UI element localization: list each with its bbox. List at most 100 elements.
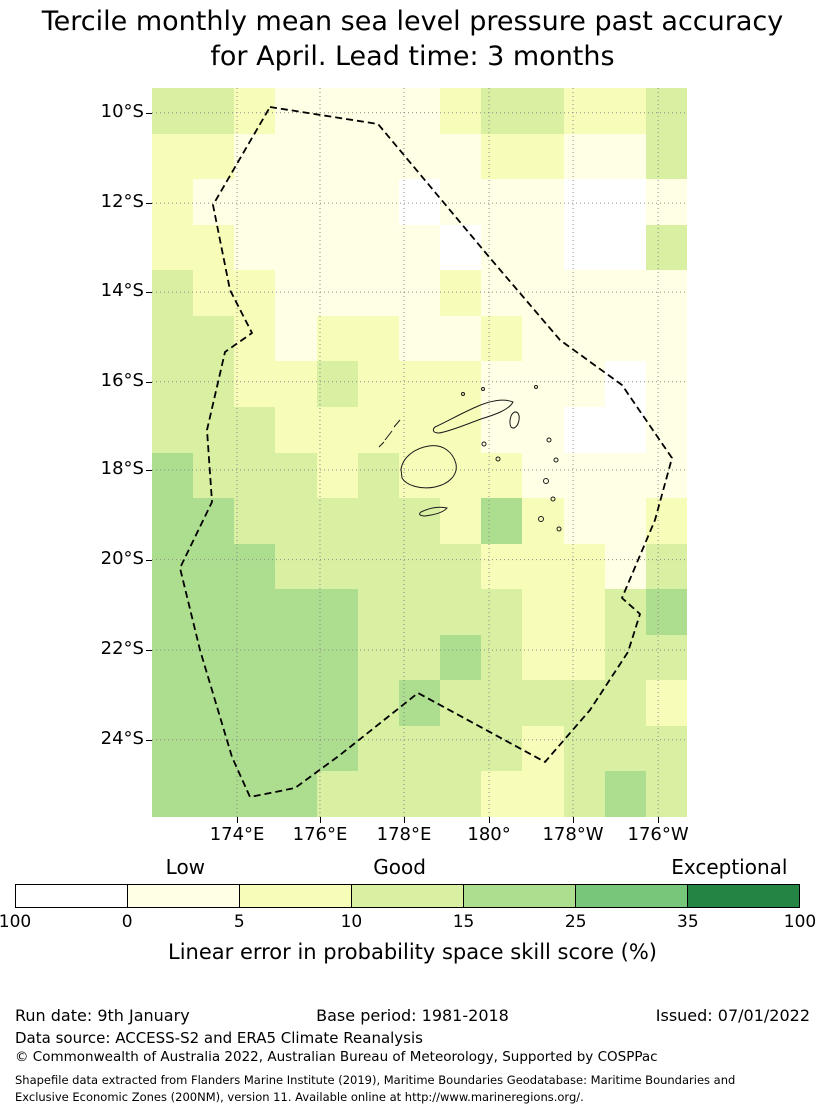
heatmap-cell xyxy=(152,88,194,134)
heatmap-cell xyxy=(440,543,482,590)
heatmap-cell xyxy=(234,270,276,316)
heatmap-cell xyxy=(645,224,687,271)
heatmap-cell xyxy=(563,406,605,453)
heatmap-cell xyxy=(193,680,235,726)
colorbar-tick-labels: 100 0 5 10 15 25 35 100 xyxy=(0,912,816,932)
lat-tick-mark xyxy=(146,469,152,471)
heatmap-cell xyxy=(275,406,317,453)
heatmap-cell xyxy=(234,589,276,635)
colorbar-tick-value: 0 xyxy=(121,912,133,932)
heatmap-cell xyxy=(152,634,194,681)
colorbar-label-good: Good xyxy=(373,855,426,879)
heatmap-cell xyxy=(522,88,564,134)
lon-tick-label: 174°E xyxy=(209,824,265,845)
heatmap-cell xyxy=(645,88,687,134)
heatmap-cell xyxy=(275,179,317,225)
islet xyxy=(534,385,538,389)
heatmap-cell xyxy=(604,133,646,180)
heatmap-cell xyxy=(152,406,194,453)
heatmap-cell xyxy=(440,498,482,544)
heatmap-cell xyxy=(481,680,523,726)
heatmap-cell xyxy=(152,133,194,180)
heatmap-cell xyxy=(440,634,482,681)
heatmap-cell xyxy=(234,725,276,772)
heatmap-cell xyxy=(275,452,317,499)
map-gridlines xyxy=(152,88,687,817)
heatmap-cell xyxy=(481,133,523,180)
heatmap-cell xyxy=(234,361,276,407)
issued-date-text: Issued: 07/01/2022 xyxy=(655,1006,810,1025)
colorbar-tick-value: 5 xyxy=(233,912,245,932)
islet xyxy=(538,516,544,522)
heatmap-cell xyxy=(357,88,399,134)
heatmap-cell xyxy=(316,361,358,407)
heatmap-cell xyxy=(481,179,523,225)
heatmap-cell xyxy=(440,589,482,635)
islet xyxy=(543,478,549,484)
heatmap-cell xyxy=(645,680,687,726)
latitude-axis: 10°S 12°S 14°S 16°S 18°S 20°S 22°S 24°S xyxy=(0,88,144,817)
heatmap-cell xyxy=(440,88,482,134)
heatmap-cell xyxy=(275,270,317,316)
island-taveuni xyxy=(509,411,520,429)
lat-tick-mark xyxy=(146,112,152,114)
heatmap-cell xyxy=(481,452,523,499)
heatmap-cell xyxy=(152,725,194,772)
heatmap-grid xyxy=(152,88,687,817)
heatmap-cell xyxy=(152,498,194,544)
heatmap-cell xyxy=(481,634,523,681)
heatmap-cell xyxy=(316,224,358,271)
map-overlay xyxy=(152,88,687,817)
copyright-text: © Commonwealth of Australia 2022, Austra… xyxy=(15,1049,658,1065)
heatmap-cell xyxy=(316,88,358,134)
heatmap-cell xyxy=(522,315,564,362)
heatmap-cell xyxy=(563,589,605,635)
heatmap-cell xyxy=(234,224,276,271)
heatmap-cell xyxy=(563,452,605,499)
heatmap-cell xyxy=(645,179,687,225)
heatmap-cell xyxy=(398,725,441,772)
heatmap-cell xyxy=(645,634,687,681)
heatmap-cell xyxy=(193,315,235,362)
heatmap-cell xyxy=(193,88,235,134)
heatmap-cell xyxy=(440,315,482,362)
heatmap-cell xyxy=(604,179,646,225)
lat-tick-label: 20°S xyxy=(100,547,144,569)
lon-tick-label: 180° xyxy=(467,824,511,845)
heatmap-cell xyxy=(357,270,399,316)
heatmap-cell xyxy=(604,543,646,590)
heatmap-cell xyxy=(440,224,482,271)
heatmap-cell xyxy=(398,88,441,134)
heatmap-cell xyxy=(645,361,687,407)
heatmap-cell xyxy=(563,179,605,225)
heatmap-cell xyxy=(563,680,605,726)
heatmap-cell xyxy=(316,725,358,772)
heatmap-cell xyxy=(152,680,194,726)
heatmap-cell xyxy=(234,680,276,726)
islet xyxy=(481,387,485,391)
colorbar-tick-value: 100 xyxy=(783,912,817,932)
heatmap-cell xyxy=(398,179,441,225)
heatmap-cell xyxy=(152,361,194,407)
heatmap-cell xyxy=(563,88,605,134)
heatmap-cell xyxy=(604,725,646,772)
heatmap-cell xyxy=(481,361,523,407)
heatmap-cell xyxy=(563,224,605,271)
heatmap-cell xyxy=(522,680,564,726)
heatmap-cell xyxy=(440,179,482,225)
lat-tick-label: 14°S xyxy=(100,280,144,302)
heatmap-cell xyxy=(645,589,687,635)
islet xyxy=(495,456,501,462)
heatmap-cell xyxy=(193,361,235,407)
heatmap-cell xyxy=(357,133,399,180)
heatmap-cell xyxy=(357,543,399,590)
heatmap-cell xyxy=(275,315,317,362)
heatmap-cell xyxy=(398,452,441,499)
heatmap-cell xyxy=(398,224,441,271)
heatmap-cell xyxy=(645,315,687,362)
heatmap-cell xyxy=(357,315,399,362)
heatmap-cell xyxy=(152,543,194,590)
lat-tick-label: 18°S xyxy=(100,457,144,479)
heatmap-cell xyxy=(234,634,276,681)
heatmap-cell xyxy=(316,452,358,499)
